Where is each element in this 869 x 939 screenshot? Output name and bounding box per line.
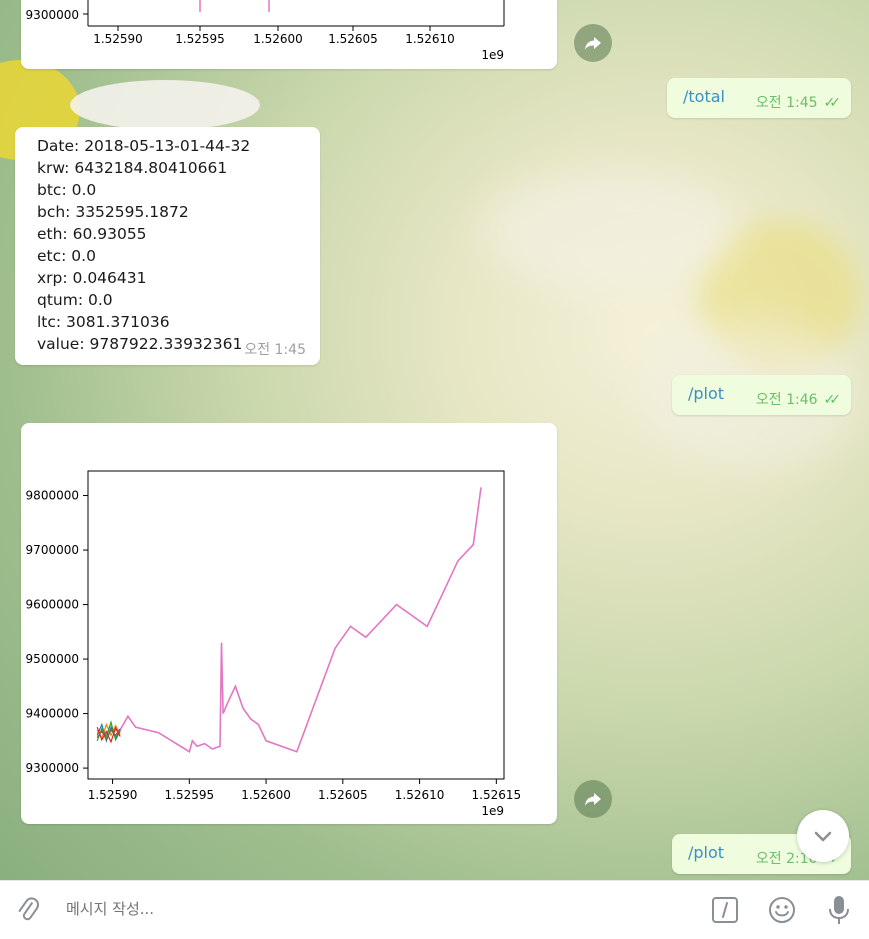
y-tick-label: 9500000 bbox=[26, 652, 79, 666]
info-line-value: value: 9787922.33932361 bbox=[37, 335, 243, 353]
message-meta: 오전 1:46 ✓✓ bbox=[755, 389, 842, 409]
info-line-eth: eth: 60.93055 bbox=[37, 225, 147, 243]
top-chart-ytick: 9300000 bbox=[26, 8, 79, 22]
outgoing-message-total[interactable]: /total 오전 1:45 ✓✓ bbox=[667, 78, 851, 118]
info-message[interactable]: Date: 2018-05-13-01-44-32 krw: 6432184.8… bbox=[15, 127, 320, 365]
read-checkmarks-icon: ✓✓ bbox=[823, 95, 842, 111]
message-time: 오전 2:10 bbox=[755, 851, 818, 867]
x-tick-label: 1.52610 bbox=[395, 788, 445, 802]
y-tick-label: 9700000 bbox=[26, 543, 79, 557]
background-petal-blur bbox=[480, 170, 740, 290]
series-line bbox=[96, 726, 121, 744]
y-tick-label: 9400000 bbox=[26, 707, 79, 721]
command-link[interactable]: /plot bbox=[688, 384, 725, 403]
chart-message-top[interactable]: 9300000 1.52590 1.52595 1.52600 1.52605 … bbox=[21, 0, 557, 69]
command-link[interactable]: /plot bbox=[688, 843, 725, 862]
paperclip-icon bbox=[18, 897, 40, 921]
info-line-krw: krw: 6432184.80410661 bbox=[37, 159, 228, 177]
forward-button[interactable] bbox=[574, 24, 612, 62]
message-composer bbox=[0, 880, 869, 939]
read-checkmarks-icon: ✓✓ bbox=[823, 392, 842, 408]
x-offset-label: 1e9 bbox=[481, 804, 504, 818]
x-tick-label: 1.52590 bbox=[88, 788, 138, 802]
message-time: 오전 1:45 bbox=[755, 95, 818, 111]
chart-message[interactable]: 9300000 9400000 9500000 9600000 9700000 98000… bbox=[21, 423, 557, 824]
message-input[interactable] bbox=[66, 900, 666, 918]
info-line-btc: btc: 0.0 bbox=[37, 181, 97, 199]
portfolio-value-chart: 9300000 9400000 9500000 9600000 9700000 98000… bbox=[26, 470, 522, 818]
chat-area[interactable]: 9300000 1.52590 1.52595 1.52600 1.52605 … bbox=[0, 0, 869, 880]
message-time: 오전 1:45 bbox=[244, 342, 306, 358]
forward-icon bbox=[585, 793, 601, 806]
series-line bbox=[96, 720, 121, 742]
info-line-xrp: xrp: 0.046431 bbox=[37, 269, 147, 287]
info-line-bch: bch: 3352595.1872 bbox=[37, 203, 189, 221]
x-tick-label: 1.52600 bbox=[241, 788, 291, 802]
message-meta: 오전 1:45 ✓✓ bbox=[755, 92, 842, 112]
y-tick-label: 9800000 bbox=[26, 489, 79, 503]
top-chart-xtick: 1.52605 bbox=[328, 32, 378, 46]
y-tick-label: 9300000 bbox=[26, 761, 79, 775]
voice-record-button[interactable] bbox=[826, 894, 852, 930]
x-tick-label: 1.52595 bbox=[165, 788, 215, 802]
forward-button[interactable] bbox=[574, 780, 612, 818]
plot-frame bbox=[87, 470, 505, 780]
top-chart-xtick: 1.52600 bbox=[253, 32, 303, 46]
top-chart-offset: 1e9 bbox=[481, 48, 504, 62]
message-time: 오전 1:46 bbox=[755, 392, 818, 408]
x-tick-label: 1.52615 bbox=[472, 788, 522, 802]
info-line-qtum: qtum: 0.0 bbox=[37, 291, 113, 309]
command-link[interactable]: /total bbox=[683, 87, 725, 106]
bot-commands-button[interactable] bbox=[711, 896, 739, 928]
scroll-to-bottom-button[interactable] bbox=[797, 810, 849, 862]
x-tick-label: 1.52605 bbox=[318, 788, 368, 802]
chevron-down-icon bbox=[814, 831, 832, 842]
microphone-icon bbox=[829, 896, 849, 924]
forward-icon bbox=[585, 37, 601, 50]
top-chart-xtick: 1.52595 bbox=[175, 32, 225, 46]
background-petal bbox=[70, 80, 260, 130]
chart-top-partial: 9300000 1.52590 1.52595 1.52600 1.52605 … bbox=[26, 0, 505, 62]
top-chart-xtick: 1.52590 bbox=[93, 32, 143, 46]
info-line-etc: etc: 0.0 bbox=[37, 247, 96, 265]
outgoing-message-plot[interactable]: /plot 오전 1:46 ✓✓ bbox=[672, 375, 851, 415]
attach-button[interactable] bbox=[14, 896, 42, 928]
info-line-date: Date: 2018-05-13-01-44-32 bbox=[37, 137, 251, 155]
top-chart-xtick: 1.52610 bbox=[405, 32, 455, 46]
slash-command-icon bbox=[712, 897, 738, 923]
emoji-button[interactable] bbox=[767, 895, 797, 929]
smiley-icon bbox=[769, 897, 795, 923]
series-line bbox=[97, 487, 482, 753]
y-tick-label: 9600000 bbox=[26, 598, 79, 612]
series-line bbox=[96, 728, 121, 742]
info-line-ltc: ltc: 3081.371036 bbox=[37, 313, 170, 331]
